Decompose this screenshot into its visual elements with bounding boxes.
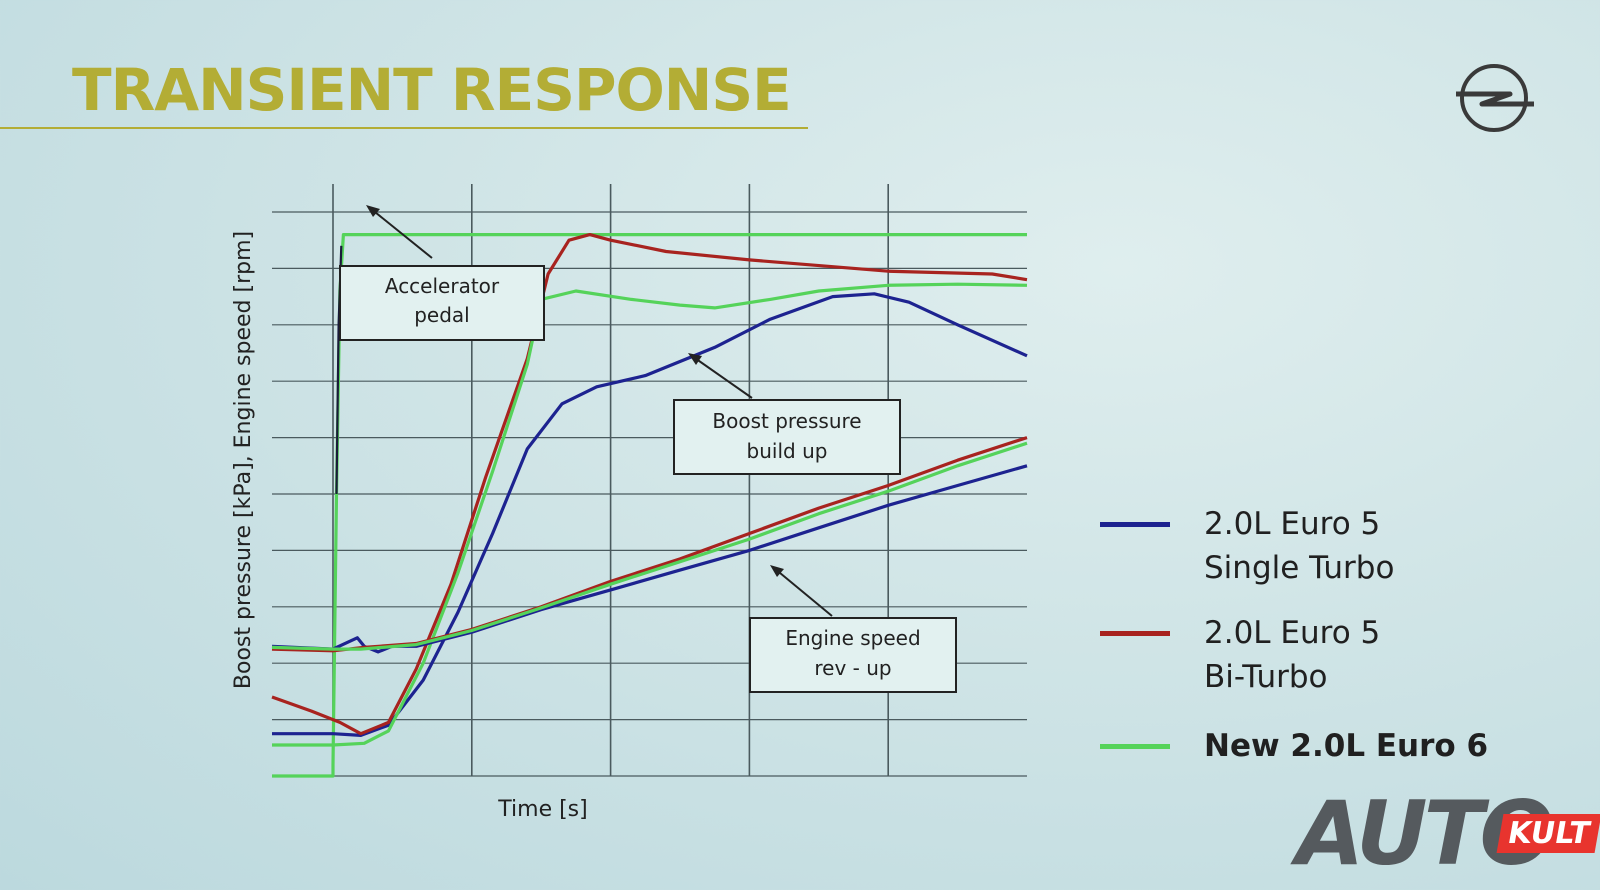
annotation-engine: Engine speed rev - up <box>749 565 957 693</box>
annotation-accelerator-arrowhead <box>366 205 380 217</box>
legend-item-euro6: New 2.0L Euro 6 <box>1100 724 1488 768</box>
annotation-boost-arrowhead <box>688 353 702 365</box>
legend-item-single-turbo: 2.0L Euro 5 Single Turbo <box>1100 502 1394 590</box>
annotation-accelerator-label-1: Accelerator <box>385 274 500 298</box>
series-line-euro6_rpm <box>271 441 1028 651</box>
annotation-engine-label-1: Engine speed <box>785 626 920 650</box>
legend-label-bi-turbo: 2.0L Euro 5 Bi-Turbo <box>1204 615 1381 695</box>
legend-label-single-turbo: 2.0L Euro 5 Single Turbo <box>1204 506 1395 586</box>
annotation-engine-label-2: rev - up <box>814 656 891 680</box>
annotation-accelerator-label-2: pedal <box>414 303 470 327</box>
y-axis-label: Boost pressure [kPa], Engine speed [rpm] <box>231 231 256 689</box>
annotation-accelerator-box <box>339 265 545 341</box>
title-underline <box>0 127 808 129</box>
annotation-engine-box <box>749 617 957 693</box>
annotation-boost-label-1: Boost pressure <box>712 409 861 433</box>
autokult-watermark: AUTO KULT <box>1296 782 1600 885</box>
annotation-accelerator: Accelerator pedal <box>339 205 545 341</box>
annotation-boost-box <box>673 399 901 475</box>
legend-label-euro6: New 2.0L Euro 6 <box>1204 728 1489 764</box>
annotation-boost: Boost pressure build up <box>673 353 901 475</box>
series-line-single_rpm <box>271 464 1028 654</box>
transient-response-chart: Accelerator pedal Boost pressure build u… <box>231 184 1028 822</box>
slide-title: TRANSIENT RESPONSE <box>72 56 792 124</box>
annotation-engine-arrow <box>773 567 833 617</box>
legend-item-bi-turbo: 2.0L Euro 5 Bi-Turbo <box>1100 611 1380 699</box>
series-line-single_boost <box>272 292 1028 738</box>
annotation-accelerator-arrow <box>369 207 433 259</box>
x-axis-label: Time [s] <box>497 797 587 822</box>
annotation-boost-arrow <box>691 355 753 399</box>
legend-swatch-single-turbo <box>1100 522 1170 527</box>
legend-swatch-euro6 <box>1100 744 1170 749</box>
watermark-kult-badge: KULT <box>1496 814 1600 853</box>
annotation-engine-arrowhead <box>770 565 784 577</box>
legend-swatch-bi-turbo <box>1100 631 1170 636</box>
brand-logo-icon <box>1456 64 1534 132</box>
series-line-euro6_boost <box>272 282 1028 747</box>
annotation-boost-label-2: build up <box>747 439 828 463</box>
